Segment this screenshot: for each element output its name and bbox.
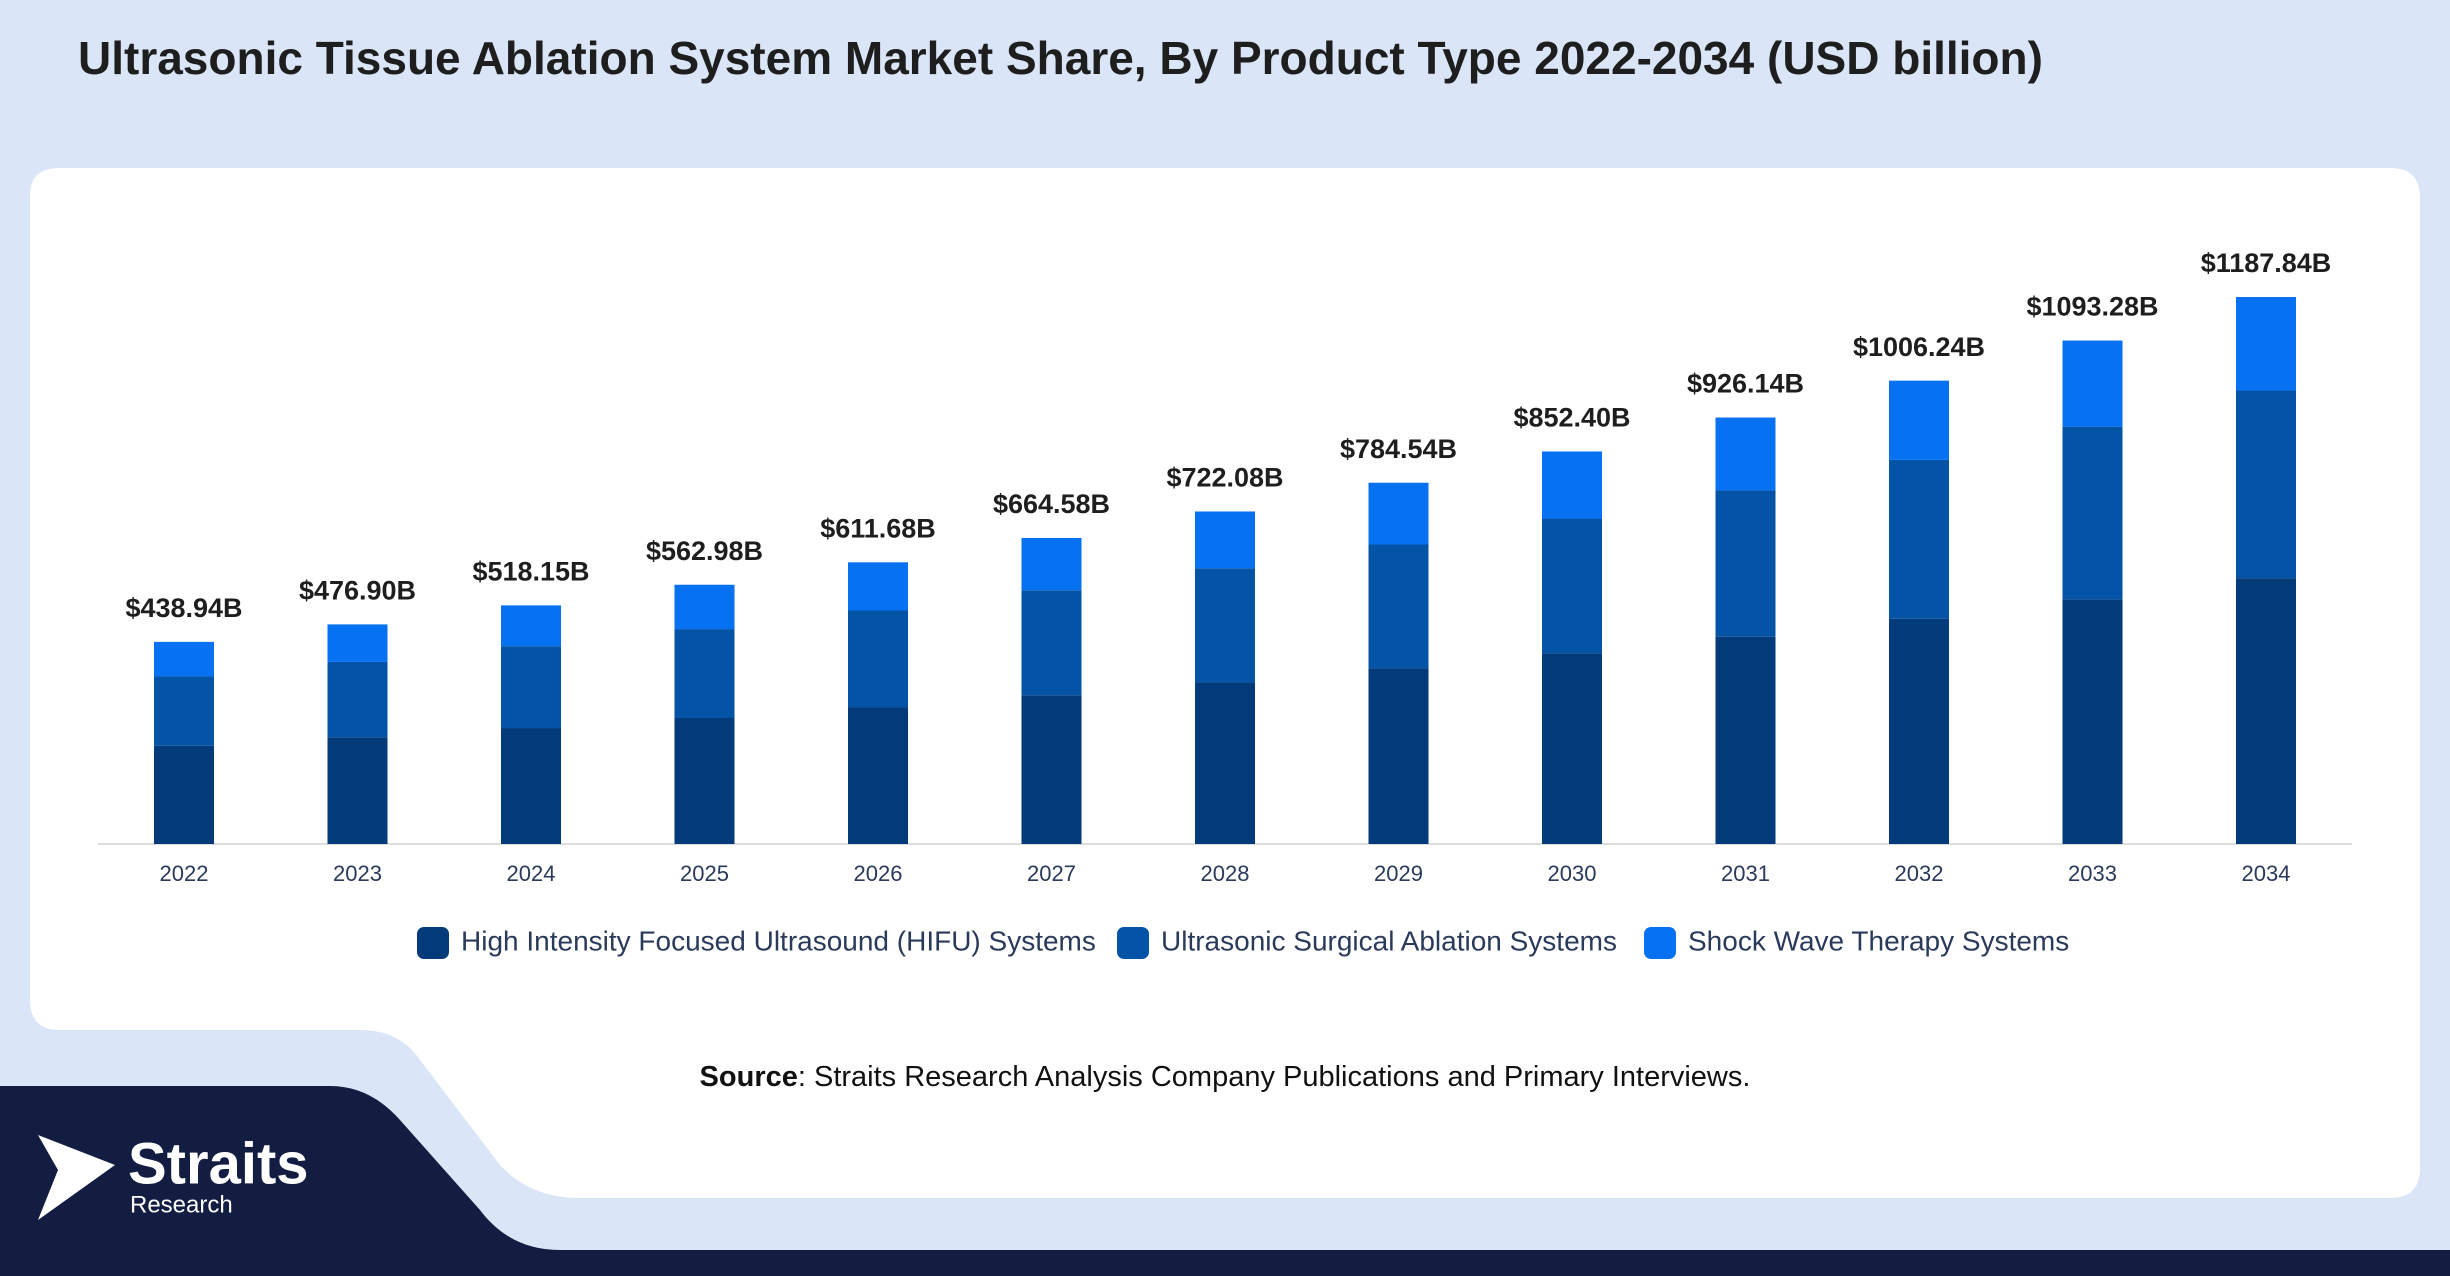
bar-segment bbox=[327, 624, 388, 662]
total-label: $438.94B bbox=[125, 593, 242, 623]
bar-segment bbox=[154, 676, 214, 746]
footer-shape bbox=[0, 1086, 2450, 1276]
total-label: $1006.24B bbox=[1853, 332, 1985, 362]
total-label: $562.98B bbox=[646, 536, 763, 566]
brand-sub: Research bbox=[130, 1191, 233, 1218]
bar-segment bbox=[1195, 511, 1255, 569]
bar-segment bbox=[1195, 568, 1255, 683]
total-label: $476.90B bbox=[299, 576, 416, 606]
bar-segment bbox=[848, 562, 908, 611]
x-tick-label: 2032 bbox=[1895, 861, 1944, 886]
brand-name: Straits bbox=[128, 1131, 309, 1196]
bar-segment bbox=[327, 737, 388, 844]
legend: High Intensity Focused Ultrasound (HIFU)… bbox=[417, 925, 2069, 959]
total-label: $926.14B bbox=[1687, 369, 1804, 399]
bar-segment bbox=[154, 745, 214, 844]
legend-swatch bbox=[417, 927, 449, 959]
x-tick-label: 2031 bbox=[1721, 861, 1770, 886]
bar-segment bbox=[2062, 599, 2123, 844]
bar-segment bbox=[1368, 482, 1429, 545]
x-tick-label: 2034 bbox=[2242, 861, 2291, 886]
source-text: : Straits Research Analysis Company Publ… bbox=[798, 1061, 1751, 1093]
x-tick-label: 2024 bbox=[507, 861, 556, 886]
bar-segment bbox=[1368, 668, 1429, 844]
logo-icon bbox=[38, 1135, 115, 1220]
bar-segment bbox=[674, 584, 735, 630]
bar-segment bbox=[848, 610, 908, 708]
bar-segment bbox=[1542, 518, 1602, 654]
x-tick-label: 2027 bbox=[1027, 861, 1076, 886]
bar-segment bbox=[2062, 340, 2123, 427]
bar-segment bbox=[674, 629, 735, 719]
legend-label: Shock Wave Therapy Systems bbox=[1688, 925, 2069, 956]
bar-segment bbox=[1889, 380, 1949, 460]
bar-segment bbox=[1021, 695, 1082, 844]
x-tick-label: 2029 bbox=[1374, 861, 1423, 886]
bar-segment bbox=[1715, 636, 1776, 844]
total-label: $722.08B bbox=[1166, 463, 1283, 493]
total-label: $1093.28B bbox=[2026, 292, 2158, 322]
x-tick-label: 2022 bbox=[160, 861, 209, 886]
bar-segment bbox=[1715, 417, 1776, 491]
x-tick-label: 2023 bbox=[333, 861, 382, 886]
bar-segment bbox=[1889, 459, 1949, 619]
bar-segment bbox=[501, 605, 561, 647]
total-label: $664.58B bbox=[993, 489, 1110, 519]
bar-segment bbox=[674, 718, 735, 844]
legend-swatch bbox=[1117, 927, 1149, 959]
bar-segment bbox=[501, 646, 561, 729]
total-label: $611.68B bbox=[820, 513, 936, 543]
source-label: Source bbox=[700, 1061, 798, 1093]
total-label: $518.15B bbox=[472, 557, 589, 587]
chart-title: Ultrasonic Tissue Ablation System Market… bbox=[78, 32, 2043, 84]
bar-segment bbox=[154, 641, 214, 677]
bar-segment bbox=[2236, 297, 2296, 391]
source: Source: Straits Research Analysis Compan… bbox=[700, 1061, 1751, 1093]
total-label: $784.54B bbox=[1340, 434, 1457, 464]
legend-swatch bbox=[1644, 927, 1676, 959]
plot: $438.94B 2022 $476.90B 2023 $518.15B 2024 $562… bbox=[125, 248, 2331, 886]
bar-segment bbox=[2236, 390, 2296, 579]
bar-segment bbox=[1368, 544, 1429, 669]
bar-segment bbox=[1889, 618, 1949, 844]
x-tick-label: 2030 bbox=[1548, 861, 1597, 886]
x-tick-label: 2026 bbox=[854, 861, 903, 886]
bar-segment bbox=[2062, 426, 2123, 600]
bar-segment bbox=[1715, 490, 1776, 637]
legend-label: Ultrasonic Surgical Ablation Systems bbox=[1161, 925, 1617, 956]
bar-segment bbox=[1195, 682, 1255, 844]
bar-segment bbox=[1021, 590, 1082, 696]
bar-segment bbox=[501, 728, 561, 844]
bar-segment bbox=[1021, 537, 1082, 591]
total-label: $852.40B bbox=[1513, 403, 1630, 433]
bar-segment bbox=[1542, 451, 1602, 519]
bar-segment bbox=[848, 707, 908, 844]
legend-label: High Intensity Focused Ultrasound (HIFU)… bbox=[461, 925, 1096, 956]
bar-segment bbox=[327, 661, 388, 738]
x-tick-label: 2028 bbox=[1201, 861, 1250, 886]
x-tick-label: 2025 bbox=[680, 861, 729, 886]
x-tick-label: 2033 bbox=[2068, 861, 2117, 886]
bar-segment bbox=[2236, 578, 2296, 844]
bar-segment bbox=[1542, 653, 1602, 844]
total-label: $1187.84B bbox=[2201, 248, 2332, 278]
